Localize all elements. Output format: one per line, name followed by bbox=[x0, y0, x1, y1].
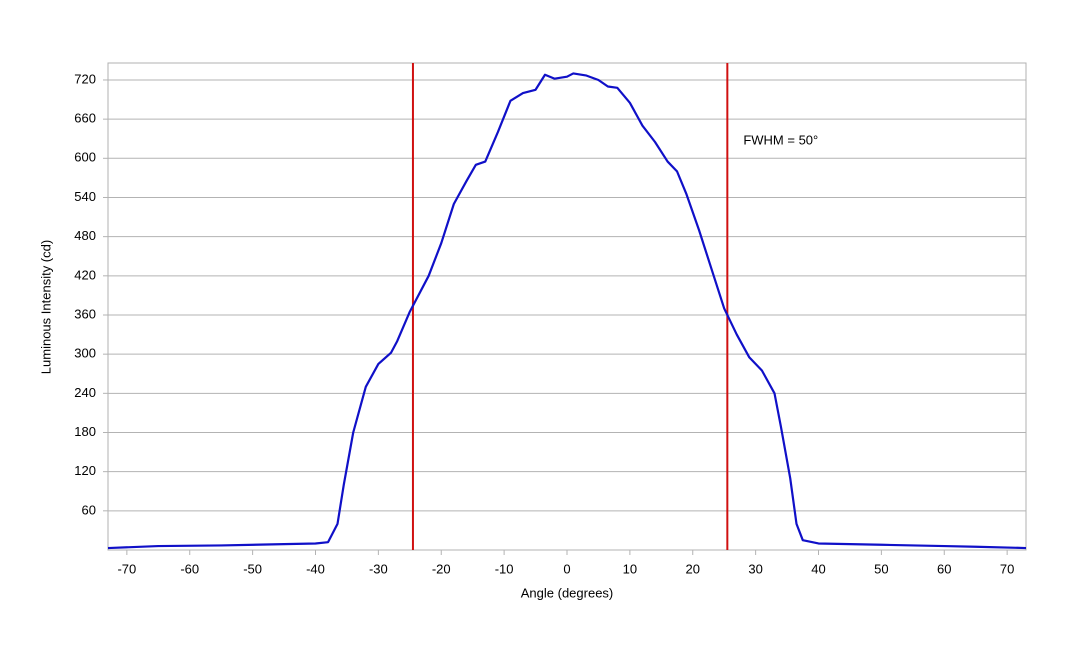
x-axis-label: Angle (degrees) bbox=[521, 585, 614, 600]
y-tick-label: 180 bbox=[74, 424, 96, 439]
x-tick-label: -40 bbox=[306, 561, 325, 576]
x-tick-label: -30 bbox=[369, 561, 388, 576]
data-line bbox=[107, 72, 1027, 550]
x-tick-label: 10 bbox=[623, 561, 637, 576]
y-tick-label: 540 bbox=[74, 189, 96, 204]
y-tick-label: 600 bbox=[74, 150, 96, 165]
y-tick-label: 420 bbox=[74, 267, 96, 282]
x-tick-label: -50 bbox=[243, 561, 262, 576]
x-tick-label: -20 bbox=[432, 561, 451, 576]
y-tick-label: 360 bbox=[74, 306, 96, 321]
y-tick-label: 240 bbox=[74, 385, 96, 400]
x-tick-label: 0 bbox=[563, 561, 570, 576]
y-tick-label: 120 bbox=[74, 463, 96, 478]
y-axis-label: Luminous Intensity (cd) bbox=[38, 240, 53, 374]
y-tick-label: 60 bbox=[82, 502, 96, 517]
x-tick-label: 20 bbox=[686, 561, 700, 576]
y-tick-label: 300 bbox=[74, 346, 96, 361]
y-tick-label: 480 bbox=[74, 228, 96, 243]
plot-area bbox=[107, 62, 1027, 551]
x-tick-label: 70 bbox=[1000, 561, 1014, 576]
x-tick-label: -70 bbox=[117, 561, 136, 576]
annotation: FWHM = 50° bbox=[743, 132, 818, 147]
x-tick-label: 50 bbox=[874, 561, 888, 576]
x-tick-label: -10 bbox=[495, 561, 514, 576]
x-tick-label: 30 bbox=[748, 561, 762, 576]
y-tick-label: 660 bbox=[74, 111, 96, 126]
x-tick-label: -60 bbox=[180, 561, 199, 576]
y-tick-label: 720 bbox=[74, 71, 96, 86]
x-tick-label: 40 bbox=[811, 561, 825, 576]
x-tick-label: 60 bbox=[937, 561, 951, 576]
